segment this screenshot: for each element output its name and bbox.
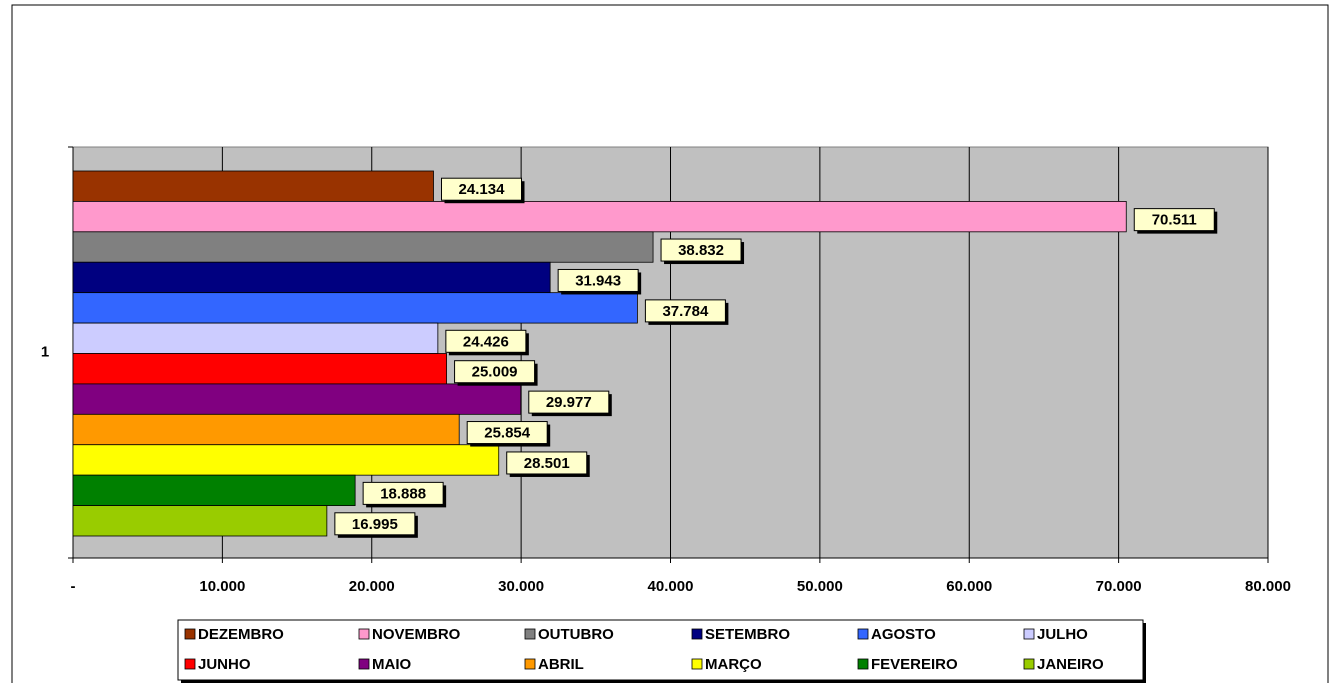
- x-tick-label: 10.000: [199, 578, 245, 595]
- bar: [72, 353, 447, 385]
- data-label: 18.888: [380, 485, 426, 502]
- legend-swatch: [358, 658, 370, 670]
- bar: [72, 383, 522, 415]
- label-box: [506, 451, 588, 475]
- bar: [72, 292, 638, 324]
- bar: [72, 474, 356, 506]
- legend-label: JANEIRO: [1037, 656, 1104, 673]
- legend-swatch: [691, 658, 703, 670]
- legend-swatch: [524, 628, 536, 640]
- data-label: 38.832: [678, 242, 724, 259]
- y-tick-label: 1: [41, 343, 49, 360]
- legend-swatch: [524, 658, 536, 670]
- data-label: 37.784: [662, 303, 709, 320]
- data-label: 25.854: [484, 425, 531, 442]
- bar: [72, 170, 434, 202]
- bar: [72, 444, 500, 476]
- legend-label: OUTUBRO: [538, 626, 614, 643]
- legend-swatch: [184, 658, 196, 670]
- bar: [72, 413, 460, 446]
- x-tick-label: 70.000: [1096, 578, 1142, 595]
- x-tick-label: 40.000: [648, 578, 694, 595]
- label-box: [644, 299, 726, 323]
- label-box: [557, 268, 639, 292]
- legend-label: MARÇO: [705, 656, 762, 673]
- x-tick-label: 30.000: [498, 578, 544, 595]
- legend-label: NOVEMBRO: [372, 626, 461, 643]
- label-box: [660, 238, 742, 262]
- data-label: 28.501: [524, 455, 570, 472]
- x-tick-label: 20.000: [349, 578, 395, 595]
- label-box: [528, 390, 610, 414]
- legend-label: JUNHO: [198, 656, 251, 673]
- legend-swatch: [691, 628, 703, 640]
- data-label: 29.977: [546, 394, 592, 411]
- label-box: [445, 329, 527, 353]
- data-label: 24.426: [463, 333, 509, 350]
- bar: [72, 505, 328, 537]
- label-box: [454, 360, 536, 384]
- bar: [72, 322, 439, 354]
- legend-label: FEVEREIRO: [871, 656, 958, 673]
- legend-label: AGOSTO: [871, 626, 936, 643]
- legend-label: ABRIL: [538, 656, 584, 673]
- data-label: 24.134: [459, 181, 506, 198]
- legend-swatch: [857, 658, 869, 670]
- data-label: 16.995: [352, 516, 398, 533]
- bar: [72, 231, 654, 263]
- label-box: [334, 512, 416, 536]
- x-tick-label: 80.000: [1245, 578, 1291, 595]
- legend-label: SETEMBRO: [705, 626, 790, 643]
- legend-swatch: [1023, 628, 1035, 640]
- legend-swatch: [358, 628, 370, 640]
- data-label: 31.943: [575, 272, 621, 289]
- label-box: [441, 177, 523, 201]
- label-box: [1133, 208, 1215, 232]
- data-label: 70.511: [1152, 212, 1197, 229]
- legend-label: MAIO: [372, 656, 411, 673]
- legend-label: JULHO: [1037, 626, 1088, 643]
- x-tick-label: 50.000: [797, 578, 843, 595]
- label-box: [466, 421, 548, 445]
- x-tick-label: 60.000: [946, 578, 992, 595]
- legend-box: [177, 619, 1144, 681]
- legend-label: DEZEMBRO: [198, 626, 284, 643]
- x-tick-label: -: [71, 578, 76, 595]
- data-label: 25.009: [472, 364, 518, 381]
- label-box: [362, 481, 444, 505]
- bar: [72, 201, 1127, 233]
- legend-swatch: [1023, 658, 1035, 670]
- legend-swatch: [184, 628, 196, 640]
- bar: [72, 261, 551, 294]
- legend-swatch: [857, 628, 869, 640]
